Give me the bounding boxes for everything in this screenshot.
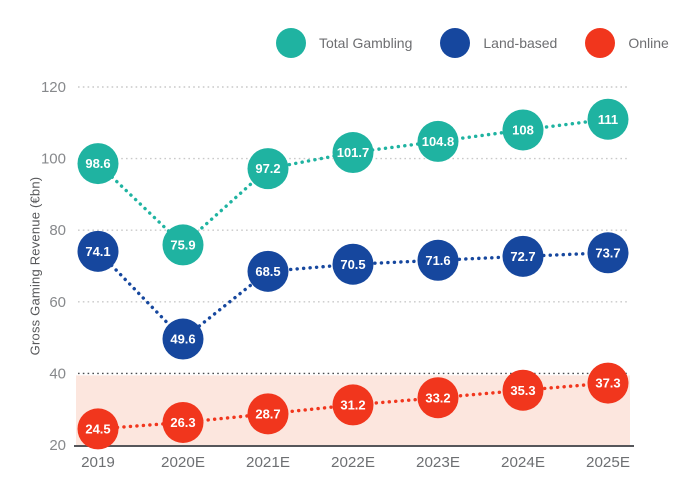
x-tick-label-2025E: 2025E <box>586 454 630 471</box>
x-tick-label-2021E: 2021E <box>246 454 290 471</box>
y-tick-label-80: 80 <box>49 222 66 239</box>
data-point-value-online-2019: 24.5 <box>85 421 110 436</box>
y-tick-label-40: 40 <box>49 365 66 382</box>
data-point-marker-online-2025E <box>587 362 629 404</box>
legend-label-total-gambling: Total Gambling <box>319 35 413 51</box>
legend-item-land-based: Land-based <box>440 28 557 58</box>
legend-item-total-gambling: Total Gambling <box>276 28 412 58</box>
x-tick-label-2023E: 2023E <box>416 454 460 471</box>
data-point-value-land-based-2021E: 68.5 <box>255 264 280 279</box>
data-point-value-total-gambling-2022E: 101.7 <box>337 145 370 160</box>
legend-label-online: Online <box>628 35 669 51</box>
data-point-marker-online-2024E <box>502 369 544 411</box>
data-point-value-online-2021E: 28.7 <box>255 406 280 421</box>
legend-label-land-based: Land-based <box>483 35 558 51</box>
data-point-value-land-based-2019: 74.1 <box>85 244 110 259</box>
data-point-value-land-based-2024E: 72.7 <box>510 249 535 264</box>
y-tick-label-120: 120 <box>41 79 66 96</box>
data-point-marker-total-gambling-2023E <box>417 120 459 162</box>
data-point-marker-online-2019 <box>77 408 119 450</box>
data-point-value-total-gambling-2019: 98.6 <box>85 156 110 171</box>
data-point-marker-total-gambling-2021E <box>247 148 289 190</box>
data-point-value-online-2024E: 35.3 <box>510 383 535 398</box>
data-point-marker-total-gambling-2022E <box>332 132 374 174</box>
data-point-value-total-gambling-2025E: 111 <box>598 112 618 127</box>
legend-marker-land-based-icon <box>440 28 471 58</box>
y-tick-label-100: 100 <box>41 151 66 168</box>
y-tick-label-20: 20 <box>49 437 66 454</box>
data-point-marker-land-based-2024E <box>502 235 544 277</box>
data-point-marker-online-2022E <box>332 384 374 426</box>
legend-marker-online-icon <box>585 28 616 58</box>
data-point-marker-land-based-2020E <box>162 318 204 360</box>
data-point-marker-online-2023E <box>417 377 459 419</box>
data-point-value-online-2025E: 37.3 <box>595 376 620 391</box>
x-tick-label-2019: 2019 <box>81 454 115 471</box>
x-tick-label-2022E: 2022E <box>331 454 375 471</box>
data-point-marker-land-based-2021E <box>247 250 289 292</box>
data-point-value-online-2022E: 31.2 <box>340 398 365 413</box>
data-point-value-total-gambling-2020E: 75.9 <box>170 237 195 252</box>
data-point-value-total-gambling-2021E: 97.2 <box>255 161 280 176</box>
data-point-marker-total-gambling-2019 <box>77 143 119 185</box>
x-tick-label-2020E: 2020E <box>161 454 205 471</box>
data-point-marker-online-2021E <box>247 393 289 435</box>
legend-item-online: Online <box>585 28 669 58</box>
data-point-value-total-gambling-2023E: 104.8 <box>422 134 455 149</box>
data-point-marker-land-based-2022E <box>332 243 374 285</box>
data-point-value-total-gambling-2024E: 108 <box>512 123 534 138</box>
data-point-marker-land-based-2025E <box>587 232 629 274</box>
x-tick-label-2024E: 2024E <box>501 454 545 471</box>
data-point-value-land-based-2022E: 70.5 <box>340 257 365 272</box>
data-point-value-land-based-2020E: 49.6 <box>170 332 195 347</box>
y-tick-label-60: 60 <box>49 294 66 311</box>
data-point-value-online-2023E: 33.2 <box>425 390 450 405</box>
legend-marker-total-gambling-icon <box>276 28 306 58</box>
data-point-value-land-based-2023E: 71.6 <box>425 253 450 268</box>
data-point-marker-total-gambling-2020E <box>162 224 204 266</box>
data-point-value-land-based-2025E: 73.7 <box>595 245 620 260</box>
data-point-marker-total-gambling-2024E <box>502 109 544 151</box>
legend: Total Gambling Land-based Online <box>276 28 669 58</box>
data-point-marker-total-gambling-2025E <box>587 98 629 140</box>
data-point-marker-land-based-2019 <box>77 230 119 272</box>
data-point-marker-online-2020E <box>162 401 204 443</box>
data-point-marker-land-based-2023E <box>417 239 459 281</box>
data-point-value-online-2020E: 26.3 <box>170 415 195 430</box>
